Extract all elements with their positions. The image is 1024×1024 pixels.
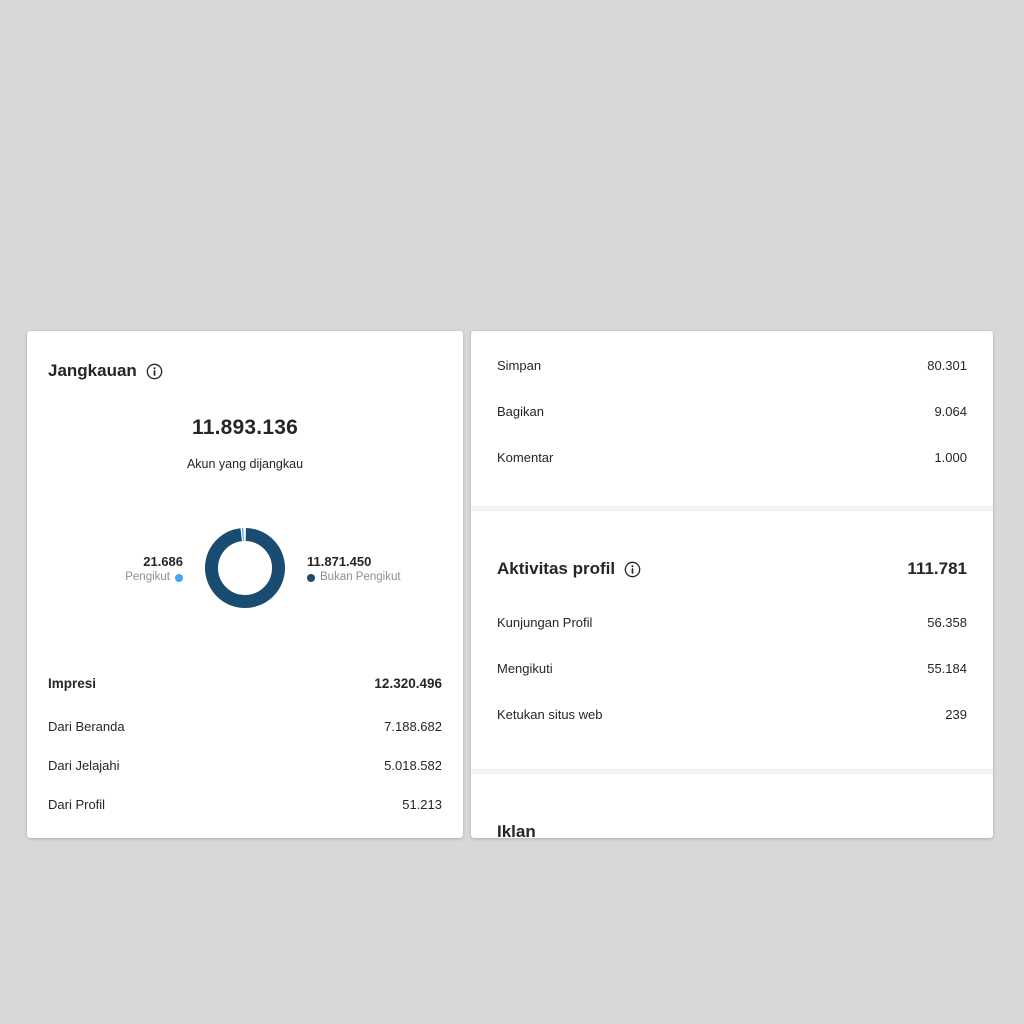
profile-activity-row: Mengikuti 55.184 [471, 659, 993, 679]
info-icon[interactable] [624, 561, 641, 578]
non-followers-dot-icon [307, 573, 315, 582]
row-value: 239 [945, 707, 967, 722]
impressions-total: 12.320.496 [374, 676, 442, 691]
row-value: 7.188.682 [384, 719, 442, 734]
profile-activity-total: 111.781 [907, 559, 967, 578]
reach-total-subtitle: Akun yang dijangkau [186, 457, 304, 471]
row-label: Ketukan situs web [497, 707, 603, 722]
row-value: 55.184 [927, 661, 967, 676]
section-divider [471, 506, 993, 511]
ads-section-title: Iklan [497, 822, 536, 838]
non-followers-value: 11.871.450 [307, 554, 372, 569]
row-label: Komentar [497, 450, 554, 465]
non-followers-label: Bukan Pengikut [320, 571, 401, 583]
row-label: Kunjungan Profil [497, 615, 593, 630]
row-value: 5.018.582 [384, 758, 442, 773]
row-label: Bagikan [497, 404, 544, 419]
donut-segment-non-followers [205, 528, 285, 608]
legend-non-followers: 11.871.450 Bukan Pengikut [307, 553, 457, 585]
row-label: Dari Profil [48, 797, 106, 812]
row-value: 56.358 [927, 615, 967, 630]
impressions-row: Dari Profil 51.213 [27, 795, 463, 815]
info-icon[interactable] [146, 363, 163, 380]
profile-activity-row: Ketukan situs web 239 [471, 705, 993, 725]
row-label: Dari Beranda [48, 719, 125, 734]
impressions-label: Impresi [48, 676, 97, 691]
row-value: 9.064 [934, 404, 967, 419]
engagement-row: Simpan 80.301 [471, 356, 993, 376]
legend-followers: 21.686 Pengikut [33, 553, 183, 585]
followers-dot-icon [175, 573, 183, 582]
engagement-row: Bagikan 9.064 [471, 402, 993, 422]
engagement-row: Komentar 1.000 [471, 448, 993, 468]
row-value: 51.213 [402, 797, 442, 812]
followers-value: 21.686 [143, 554, 183, 569]
reach-donut-chart [205, 528, 285, 608]
profile-activity-title: Aktivitas profil [497, 559, 616, 578]
row-label: Mengikuti [497, 661, 553, 676]
profile-activity-header: Aktivitas profil 111.781 [471, 556, 993, 582]
impressions-row: Dari Beranda 7.188.682 [27, 717, 463, 737]
reach-card: Jangkauan 11.893.136 Akun yang dijangkau… [27, 331, 463, 838]
row-value: 1.000 [934, 450, 967, 465]
impressions-header-row: Impresi 12.320.496 [27, 674, 463, 694]
reach-card-title-row: Jangkauan [48, 359, 163, 383]
row-label: Dari Jelajahi [48, 758, 120, 773]
followers-label: Pengikut [125, 571, 170, 583]
reach-total-value: 11.893.136 [192, 416, 298, 439]
row-label: Simpan [497, 358, 542, 373]
donut-segment-followers [205, 528, 285, 608]
impressions-row: Dari Jelajahi 5.018.582 [27, 756, 463, 776]
engagement-card: Simpan 80.301 Bagikan 9.064 Komentar 1.0… [471, 331, 993, 838]
reach-title: Jangkauan [48, 361, 137, 380]
row-value: 80.301 [927, 358, 967, 373]
profile-activity-row: Kunjungan Profil 56.358 [471, 613, 993, 633]
section-divider [471, 769, 993, 774]
